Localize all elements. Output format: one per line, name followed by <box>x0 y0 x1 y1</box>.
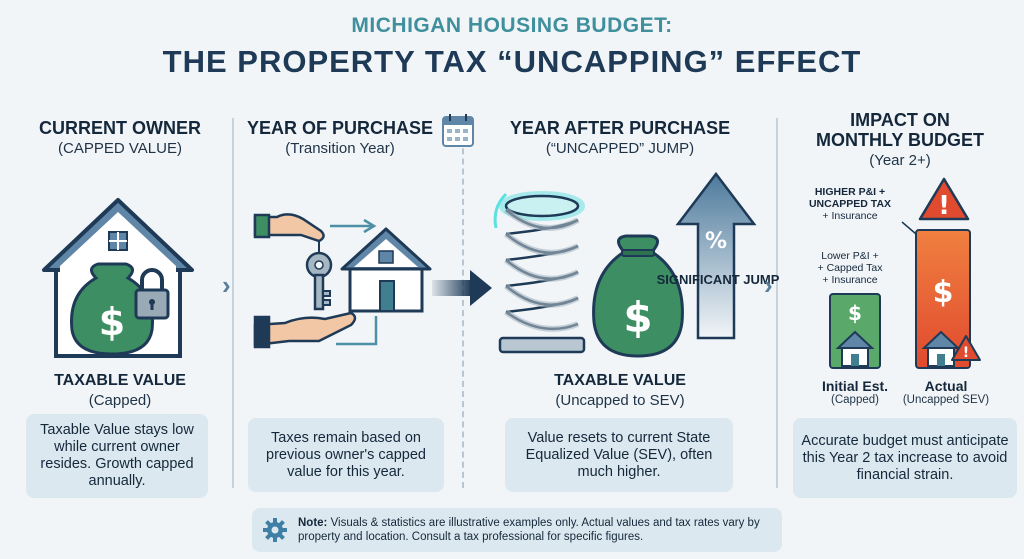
lower-label-line1: Lower P&I + <box>821 250 879 262</box>
col4-title-line2: MONTHLY BUDGET <box>815 130 984 150</box>
col1-value-sub: (Capped) <box>88 392 152 409</box>
warning-icon: ! <box>918 177 970 221</box>
col1-title: CURRENT OWNER <box>39 118 201 138</box>
pointer-line <box>901 221 917 235</box>
col3-value-label: TAXABLE VALUE <box>554 372 686 389</box>
svg-text:!: ! <box>938 191 950 221</box>
col4-subtitle: (Year 2+) <box>869 152 931 169</box>
col2-title: YEAR OF PURCHASE <box>246 118 434 138</box>
col4-description-card: Accurate budget must anticipate this Yea… <box>793 418 1017 498</box>
gear-icon <box>263 518 287 542</box>
arrow-left-return-icon <box>336 316 378 346</box>
divider-3 <box>776 118 778 488</box>
dollar-sign: $ <box>933 275 954 310</box>
svg-text:!: ! <box>963 345 969 361</box>
higher-label-line2: UNCAPPED TAX <box>808 198 892 210</box>
disclaimer-note: Note: Visuals & statistics are illustrat… <box>252 508 782 552</box>
dollar-sign: $ <box>848 301 862 325</box>
percent-sign: % <box>705 229 727 254</box>
note-body: Visuals & statistics are illustrative ex… <box>298 517 760 543</box>
col1-value-label: TAXABLE VALUE <box>54 372 186 389</box>
small-warning-icon: ! <box>951 335 981 361</box>
actual-cost-bar: $ ! <box>915 229 981 369</box>
col3-value-sub: (Uncapped to SEV) <box>555 392 685 409</box>
lower-label-line2: + Capped Tax <box>817 262 883 274</box>
bar2-sub: (Uncapped SEV) <box>902 394 990 406</box>
higher-label-line1: HIGHER P&I + <box>814 186 886 198</box>
lower-label-line3: + Insurance <box>822 274 878 286</box>
small-house-icon <box>921 330 961 367</box>
transition-arrow-icon <box>432 270 492 306</box>
divider-1 <box>232 118 234 488</box>
chevron-right-icon: › <box>222 270 231 300</box>
small-house-icon <box>340 227 432 313</box>
col4-title-line1: IMPACT ON <box>850 110 950 130</box>
note-label: Note: <box>298 517 328 529</box>
dollar-sign: $ <box>99 300 125 344</box>
house-with-money-bag-icon: $ <box>42 198 194 358</box>
bar2-label: Actual <box>924 378 968 394</box>
key-handover-icon <box>253 213 357 349</box>
higher-label-line3: + Insurance <box>822 210 878 222</box>
arrow-right-outline-icon <box>330 218 377 234</box>
header-title-line2: THE PROPERTY TAX “UNCAPPING” EFFECT <box>162 44 862 79</box>
col1-subtitle: (CAPPED VALUE) <box>58 140 182 157</box>
percent-up-arrow-icon: % <box>675 171 757 340</box>
header-title-line1: MICHIGAN HOUSING BUDGET: <box>351 14 673 37</box>
col3-title: YEAR AFTER PURCHASE <box>509 118 731 138</box>
col3-description-card: Value resets to current State Equalized … <box>505 418 733 492</box>
bar1-sub: (Capped) <box>831 394 879 406</box>
note-text: Note: Visuals & statistics are illustrat… <box>298 516 772 544</box>
jump-label: SIGNIFICANT JUMP <box>656 272 780 287</box>
initial-estimate-bar: $ <box>829 293 881 369</box>
col1-description-card: Taxable Value stays low while current ow… <box>26 414 208 498</box>
spring-icon <box>493 191 586 354</box>
dollar-sign: $ <box>623 293 652 342</box>
col2-description-card: Taxes remain based on previous owner's c… <box>248 418 444 492</box>
col3-subtitle: (“UNCAPPED” JUMP) <box>545 140 695 157</box>
small-house-icon <box>835 330 875 367</box>
bar1-label: Initial Est. <box>821 378 889 394</box>
calendar-icon <box>442 114 474 147</box>
chevron-right-icon: › <box>764 270 773 300</box>
money-bag-icon: $ <box>592 234 684 358</box>
divider-2 <box>462 118 464 488</box>
col2-subtitle: (Transition Year) <box>285 140 395 157</box>
